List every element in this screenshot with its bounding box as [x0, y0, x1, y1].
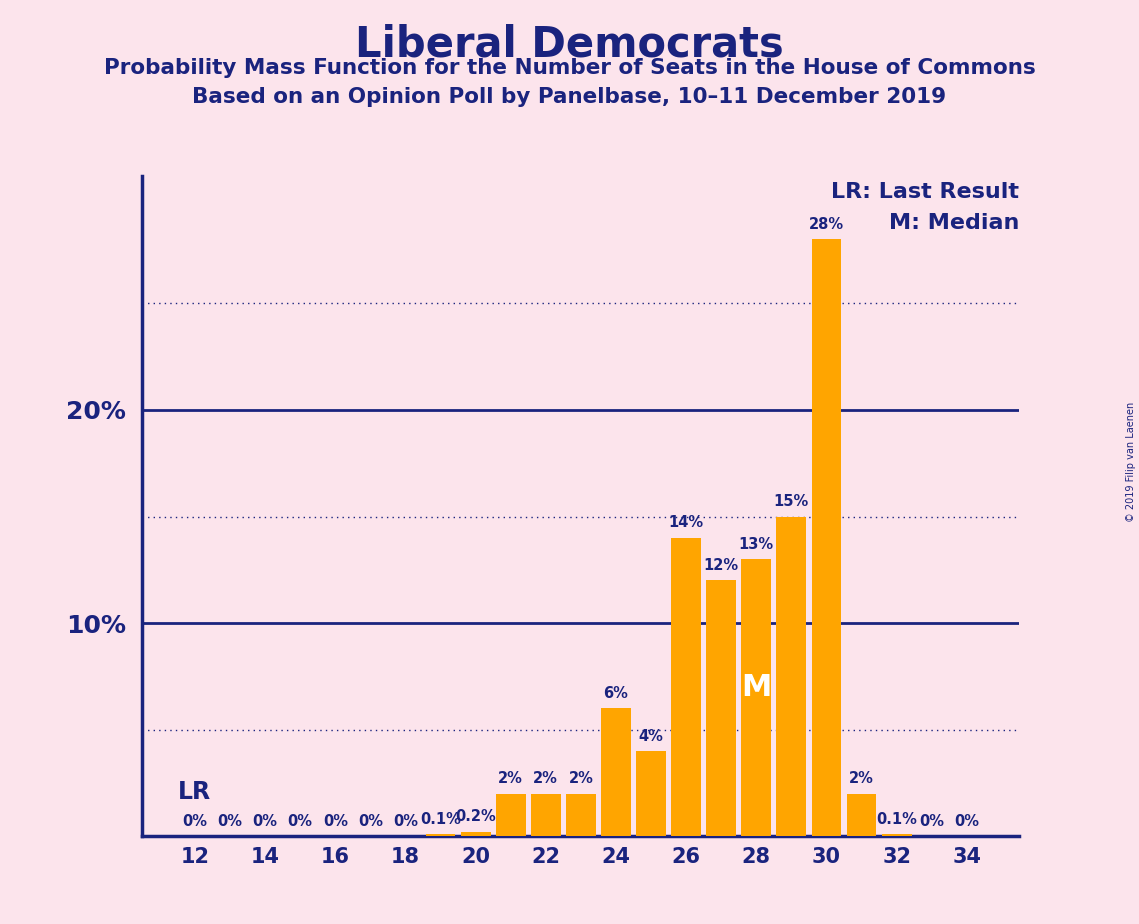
Bar: [706, 580, 736, 836]
Text: 2%: 2%: [568, 772, 593, 786]
Text: 0.1%: 0.1%: [876, 811, 917, 827]
Text: 14%: 14%: [669, 516, 704, 530]
Text: 0%: 0%: [358, 814, 383, 829]
Text: 12%: 12%: [704, 558, 739, 573]
Text: 0%: 0%: [393, 814, 418, 829]
Bar: [601, 709, 631, 836]
Bar: [531, 794, 560, 836]
Text: 2%: 2%: [849, 772, 874, 786]
Text: 0%: 0%: [954, 814, 980, 829]
Text: © 2019 Filip van Laenen: © 2019 Filip van Laenen: [1126, 402, 1136, 522]
Text: Liberal Democrats: Liberal Democrats: [355, 23, 784, 65]
Text: 0.2%: 0.2%: [456, 809, 495, 824]
Bar: [882, 834, 911, 836]
Bar: [777, 517, 806, 836]
Text: M: Median: M: Median: [890, 213, 1019, 233]
Text: 0%: 0%: [288, 814, 313, 829]
Text: Probability Mass Function for the Number of Seats in the House of Commons: Probability Mass Function for the Number…: [104, 58, 1035, 79]
Bar: [426, 834, 456, 836]
Text: M: M: [741, 673, 771, 701]
Bar: [671, 538, 700, 836]
Bar: [566, 794, 596, 836]
Text: 0%: 0%: [919, 814, 944, 829]
Bar: [461, 832, 491, 836]
Text: 13%: 13%: [739, 537, 773, 552]
Bar: [846, 794, 876, 836]
Bar: [495, 794, 525, 836]
Text: 0%: 0%: [253, 814, 278, 829]
Bar: [812, 239, 842, 836]
Text: Based on an Opinion Poll by Panelbase, 10–11 December 2019: Based on an Opinion Poll by Panelbase, 1…: [192, 87, 947, 107]
Text: 0%: 0%: [182, 814, 207, 829]
Text: 0.1%: 0.1%: [420, 811, 461, 827]
Text: LR: LR: [178, 780, 211, 804]
Text: 0%: 0%: [218, 814, 243, 829]
Text: 28%: 28%: [809, 217, 844, 232]
Text: 0%: 0%: [322, 814, 347, 829]
Text: LR: Last Result: LR: Last Result: [831, 182, 1019, 202]
Bar: [741, 559, 771, 836]
Text: 6%: 6%: [604, 686, 629, 701]
Text: 2%: 2%: [498, 772, 523, 786]
Text: 15%: 15%: [773, 494, 809, 509]
Bar: [637, 751, 666, 836]
Text: 4%: 4%: [639, 728, 664, 744]
Text: 2%: 2%: [533, 772, 558, 786]
